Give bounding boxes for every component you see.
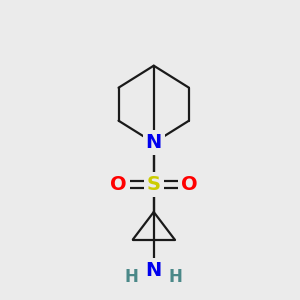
Text: H: H	[125, 268, 139, 286]
Text: S: S	[147, 175, 161, 194]
Text: O: O	[110, 175, 127, 194]
Text: O: O	[181, 175, 197, 194]
Text: N: N	[146, 133, 162, 152]
Text: N: N	[146, 261, 162, 280]
Text: H: H	[169, 268, 183, 286]
